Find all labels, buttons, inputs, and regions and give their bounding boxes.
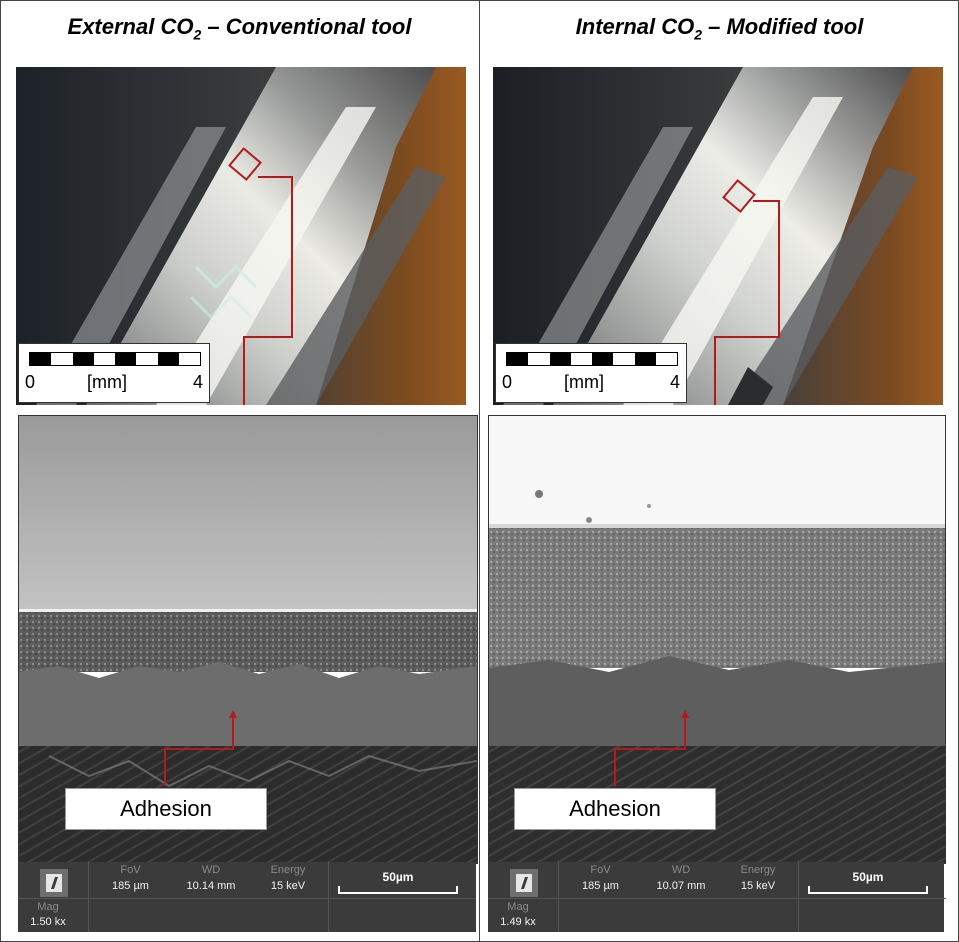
column-divider <box>479 0 480 942</box>
scale-bar-box: 0 [mm] 4 <box>18 343 210 403</box>
title-suffix: – Modified tool <box>702 14 864 39</box>
scale-unit-label: [mm] <box>87 372 127 392</box>
sem-info-bar: FoV 185 µm WD 10.14 mm Energy 15 keV 50µ… <box>18 862 476 932</box>
fov-label: FoV <box>590 864 611 876</box>
panel-internal-co2: Internal CO2 – Modified tool <box>480 0 959 942</box>
info-separator <box>88 862 89 932</box>
panel-title: Internal CO2 – Modified tool <box>480 14 959 42</box>
wd-label: WD <box>671 864 691 876</box>
scale-unit-label: [mm] <box>564 372 604 392</box>
mag-field: Mag 1.49 kx <box>488 901 548 928</box>
scale-max-label: 4 <box>193 372 204 392</box>
tool-photo-image <box>493 67 943 405</box>
mag-label: Mag <box>507 901 529 913</box>
tool-photo: 0 [mm] 4 <box>493 67 943 405</box>
info-separator <box>558 862 559 932</box>
title-prefix: External CO <box>67 14 194 39</box>
info-row-separator <box>18 898 476 899</box>
wd-label: WD <box>201 864 221 876</box>
fov-field: FoV 185 µm <box>568 864 633 892</box>
panel-title: External CO2 – Conventional tool <box>0 14 479 42</box>
wd-field: WD 10.14 mm <box>176 864 246 892</box>
sem-scale-bar: 50µm <box>338 870 458 894</box>
mag-field: Mag 1.50 kx <box>18 901 78 928</box>
info-separator <box>328 862 329 932</box>
scale-min-label: 0 <box>502 372 513 392</box>
mag-value: 1.50 kx <box>30 916 66 928</box>
title-subscript: 2 <box>193 26 202 43</box>
sem-scale-label: 50µm <box>852 870 884 884</box>
fov-field: FoV 185 µm <box>98 864 163 892</box>
sem-scale-line <box>338 886 458 894</box>
sem-scale-line <box>808 886 928 894</box>
adhesion-label: Adhesion <box>514 788 716 830</box>
wd-value: 10.07 mm <box>656 880 706 892</box>
fov-label: FoV <box>120 864 141 876</box>
sem-logo-icon <box>40 869 68 897</box>
info-row-separator <box>488 898 946 899</box>
mag-value: 1.49 kx <box>500 916 536 928</box>
mag-label: Mag <box>37 901 59 913</box>
sem-scale-bar: 50µm <box>808 870 928 894</box>
adhesion-label: Adhesion <box>65 788 267 830</box>
sem-micrograph <box>489 416 945 863</box>
energy-label: Energy <box>270 864 306 876</box>
energy-value: 15 keV <box>740 880 776 892</box>
title-suffix: – Conventional tool <box>201 14 412 39</box>
title-prefix: Internal CO <box>575 14 695 39</box>
tool-photo-image <box>16 67 466 405</box>
panel-external-co2: External CO2 – Conventional tool <box>0 0 479 942</box>
title-subscript: 2 <box>694 26 703 43</box>
energy-label: Energy <box>740 864 776 876</box>
wd-field: WD 10.07 mm <box>646 864 716 892</box>
info-separator <box>798 862 799 932</box>
scale-bar <box>506 352 678 366</box>
energy-field: Energy 15 keV <box>728 864 788 892</box>
energy-field: Energy 15 keV <box>258 864 318 892</box>
sem-logo-icon <box>510 869 538 897</box>
fov-value: 185 µm <box>582 880 619 892</box>
scale-min-label: 0 <box>25 372 36 392</box>
scale-bar <box>29 352 201 366</box>
wd-value: 10.14 mm <box>186 880 236 892</box>
sem-info-bar: FoV 185 µm WD 10.07 mm Energy 15 keV 50µ… <box>488 862 946 932</box>
tool-photo: 0 [mm] 4 <box>16 67 466 405</box>
scale-bar-box: 0 [mm] 4 <box>495 343 687 403</box>
sem-image <box>488 415 946 864</box>
scale-max-label: 4 <box>670 372 681 392</box>
energy-value: 15 keV <box>270 880 306 892</box>
fov-value: 185 µm <box>112 880 149 892</box>
sem-scale-label: 50µm <box>382 870 414 884</box>
